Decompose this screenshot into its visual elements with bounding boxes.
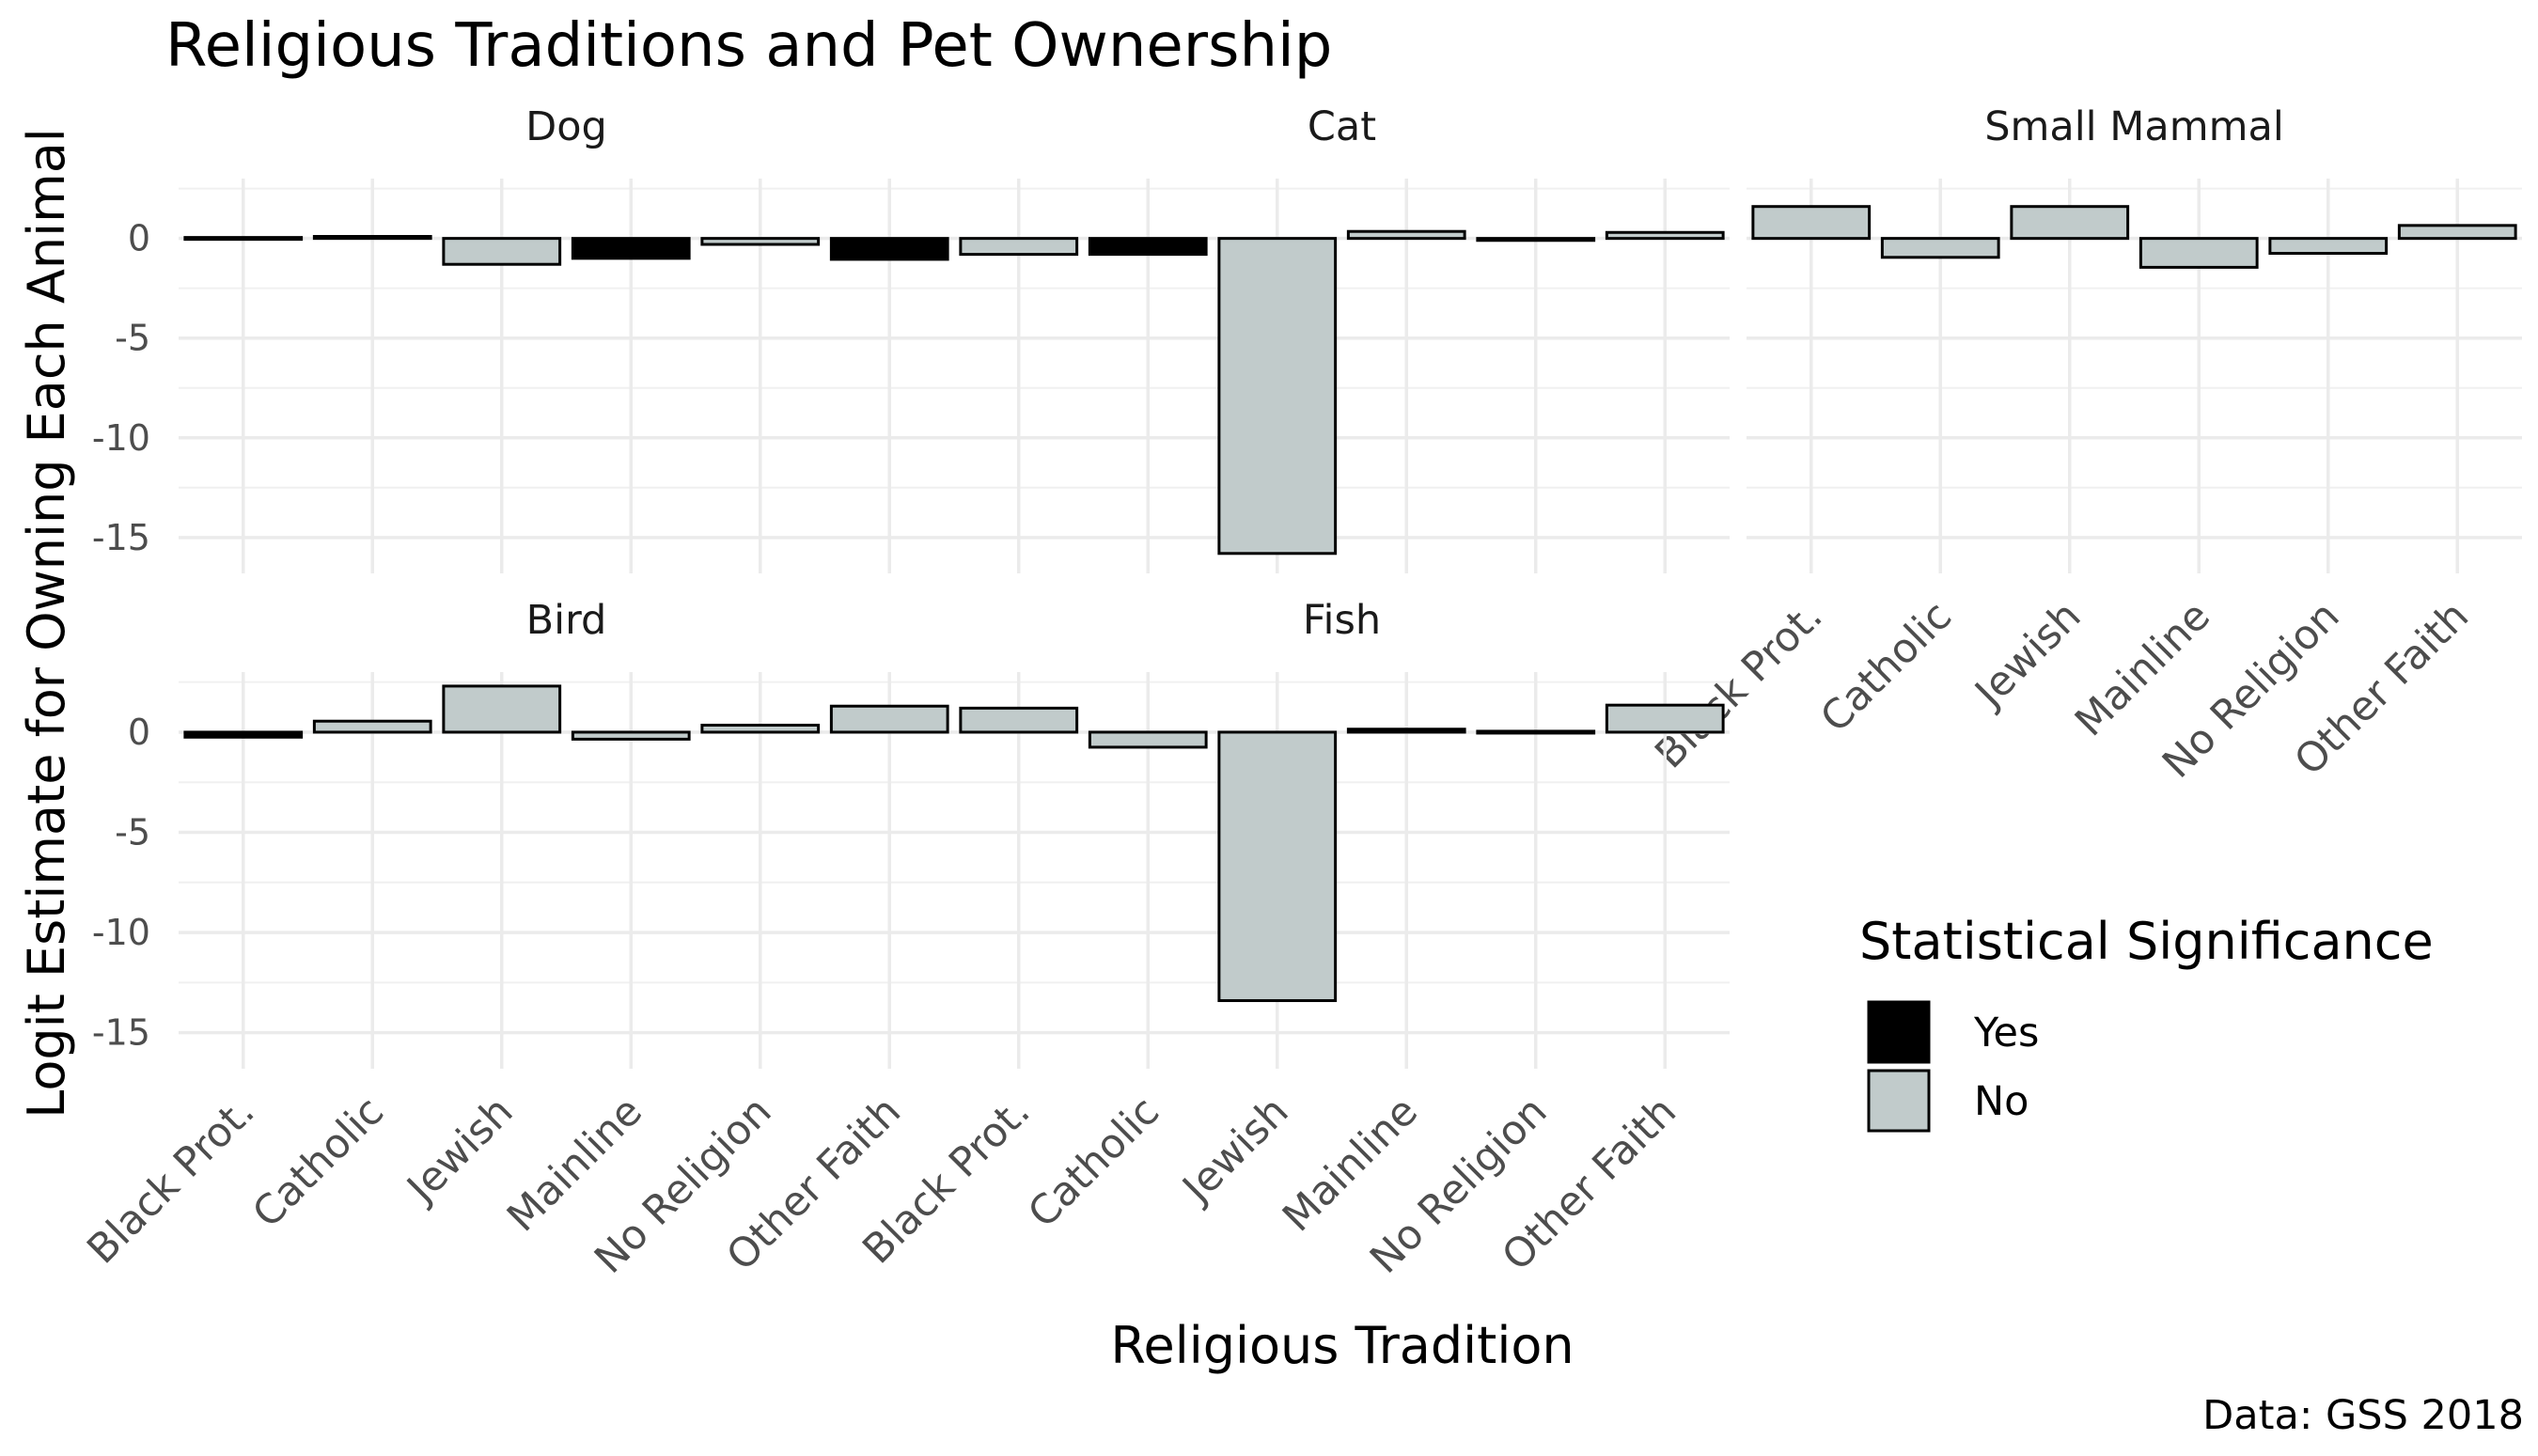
- bar-small-mammal-black-prot: [1751, 205, 1872, 241]
- bar-small-mammal-jewish: [2010, 205, 2130, 241]
- panel-title: Bird: [526, 597, 607, 644]
- y-tick-label: -10: [92, 912, 150, 953]
- bar-bird-black-prot: [183, 730, 304, 739]
- x-tick-label: Jewish: [1172, 1088, 1298, 1213]
- bar-small-mammal-catholic: [1880, 237, 2000, 259]
- bar-dog-other-faith: [829, 237, 949, 261]
- bar-cat-black-prot: [959, 237, 1079, 257]
- bar-bird-no-religion: [700, 723, 821, 734]
- x-tick-label: Catholic: [243, 1088, 393, 1237]
- bar-bird-catholic: [312, 719, 432, 734]
- bar-fish-other-faith: [1605, 703, 1725, 734]
- bar-fish-jewish: [1217, 730, 1338, 1003]
- panel-title: Cat: [1308, 103, 1376, 150]
- panel-title: Small Mammal: [1984, 103, 2284, 150]
- panel-dog: Dog 0 -5 -10 -15: [92, 103, 954, 573]
- caption: Data: GSS 2018: [2202, 1392, 2524, 1439]
- x-tick-label: Black Prot.: [78, 1088, 263, 1273]
- y-tick-label: -10: [92, 417, 150, 459]
- bar-fish-catholic: [1088, 730, 1208, 749]
- bar-bird-other-faith: [829, 704, 949, 734]
- y-tick-label: 0: [128, 218, 150, 259]
- panel-cat: Cat: [954, 103, 1730, 573]
- bar-small-mammal-no-religion: [2268, 237, 2389, 256]
- bar-dog-mainline: [571, 237, 691, 260]
- bar-dog-jewish: [442, 237, 562, 266]
- bar-cat-no-religion: [1476, 237, 1596, 243]
- x-tick-label: Jewish: [1965, 592, 2091, 718]
- panel-title: Fish: [1303, 597, 1381, 644]
- x-tick-label: Catholic: [1811, 592, 1961, 742]
- bar-dog-black-prot: [183, 236, 304, 242]
- chart-title: Religious Traditions and Pet Ownership: [165, 11, 1332, 81]
- y-tick-label: 0: [128, 712, 150, 753]
- bar-cat-catholic: [1088, 237, 1208, 257]
- legend: Statistical Significance Yes No: [1859, 912, 2434, 1133]
- y-tick-label: -5: [115, 812, 150, 853]
- panel-title: Dog: [525, 103, 607, 150]
- bar-fish-mainline: [1346, 728, 1466, 734]
- y-tick-label: -5: [115, 318, 150, 359]
- legend-title: Statistical Significance: [1859, 912, 2434, 971]
- bar-dog-catholic: [312, 235, 432, 241]
- y-tick-label: -15: [92, 517, 150, 558]
- legend-label-no: No: [1974, 1078, 2029, 1125]
- bar-fish-black-prot: [959, 706, 1079, 734]
- bar-cat-mainline: [1346, 229, 1466, 241]
- bar-cat-jewish: [1217, 237, 1338, 556]
- bar-fish-no-religion: [1476, 729, 1596, 735]
- x-tick-label: Jewish: [397, 1088, 523, 1213]
- x-tick-label: Black Prot.: [1646, 592, 1831, 777]
- y-tick-label: -15: [92, 1012, 150, 1054]
- x-axis-title: Religious Tradition: [1110, 1316, 1574, 1375]
- legend-key-yes: [1867, 1000, 1931, 1064]
- bar-dog-no-religion: [700, 237, 821, 246]
- bar-bird-mainline: [571, 730, 691, 741]
- y-axis-title: Logit Estimate for Owning Each Animal: [17, 128, 76, 1119]
- x-tick-label: Catholic: [1019, 1088, 1168, 1237]
- bar-small-mammal-other-faith: [2397, 224, 2517, 241]
- bar-cat-other-faith: [1605, 230, 1725, 241]
- bar-bird-jewish: [442, 684, 562, 734]
- legend-key-no: [1867, 1069, 1931, 1133]
- bar-small-mammal-mainline: [2138, 237, 2259, 269]
- legend-label-yes: Yes: [1973, 1010, 2039, 1057]
